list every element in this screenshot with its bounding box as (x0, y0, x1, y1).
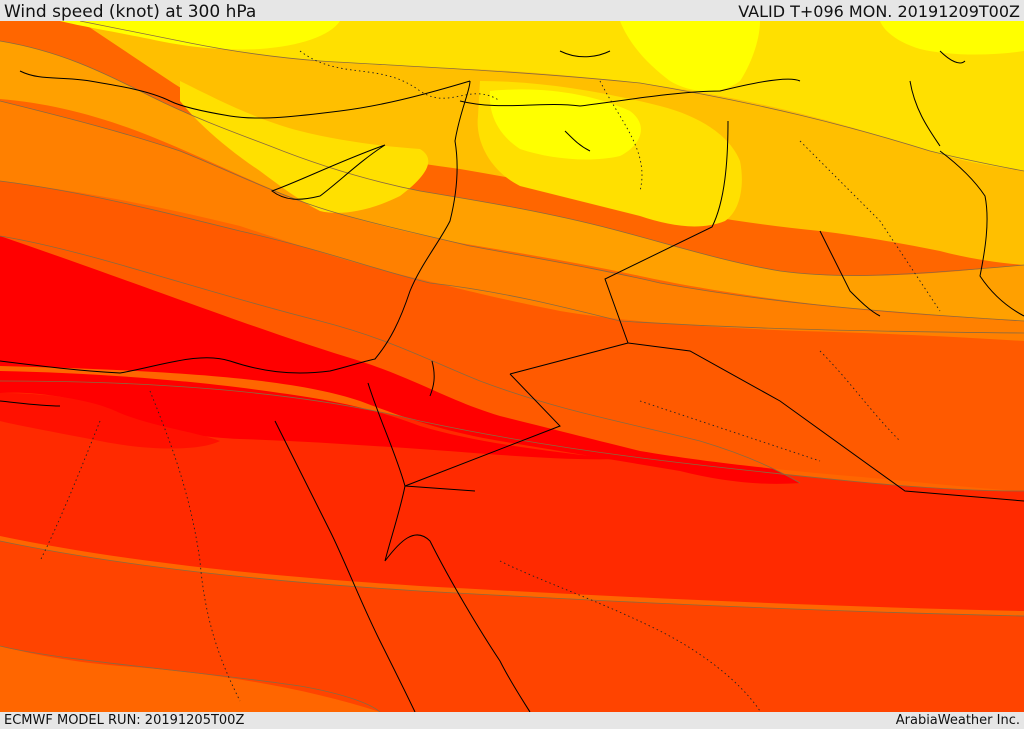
coastlines (0, 50, 1024, 712)
credit: ArabiaWeather Inc. (895, 713, 1020, 728)
wind-band-9b (0, 371, 620, 460)
chart-title: Wind speed (knot) at 300 hPa (4, 2, 257, 22)
wind-band-1b (80, 21, 1024, 171)
wind-band-5 (0, 181, 1024, 491)
wind-speed-map[interactable] (0, 21, 1024, 712)
wind-band-1c (180, 81, 429, 213)
valid-time: VALID T+096 MON. 20191209T00Z (738, 2, 1020, 21)
wind-band-0b (620, 21, 760, 92)
wind-band-0d (489, 89, 641, 160)
map-canvas (0, 21, 1024, 712)
wind-band-3 (0, 41, 1024, 321)
wind-band-0c (880, 21, 1024, 55)
contour-lines (0, 21, 1024, 712)
internal-borders (39, 50, 941, 712)
national-borders (367, 78, 1024, 502)
wind-band-8b (0, 393, 220, 449)
wind-band-4 (0, 101, 1024, 341)
wind-band-7 (0, 541, 1024, 712)
wind-band-0a (60, 21, 340, 50)
model-run: ECMWF MODEL RUN: 20191205T00Z (4, 713, 245, 728)
